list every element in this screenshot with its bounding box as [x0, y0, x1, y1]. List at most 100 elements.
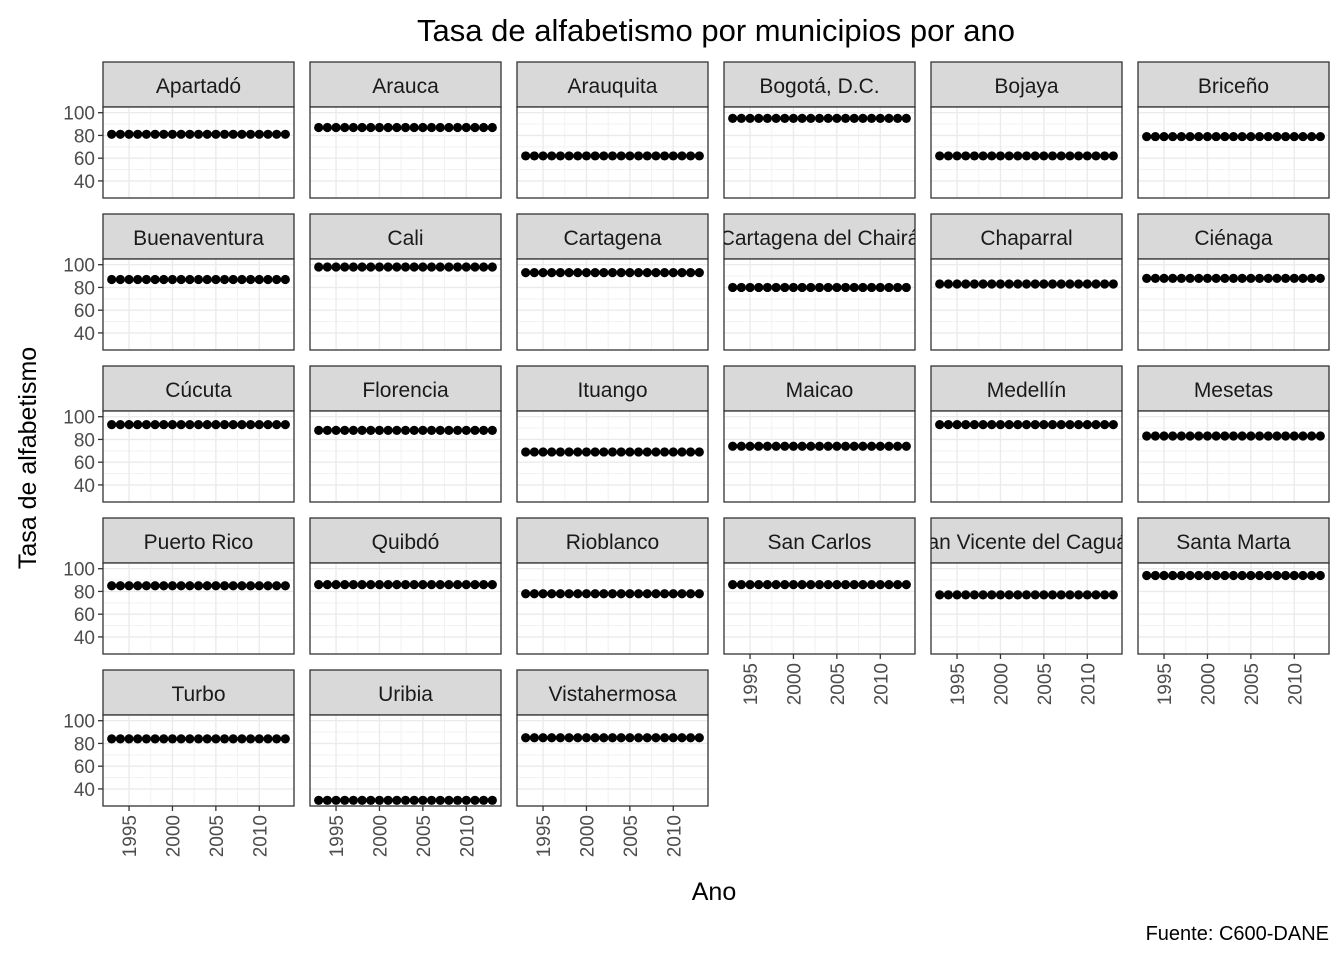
data-point [1263, 431, 1273, 441]
data-point [1194, 431, 1204, 441]
y-tick-label: 40 [74, 780, 95, 801]
data-point [573, 589, 583, 599]
data-point [1289, 131, 1299, 142]
data-point [1272, 273, 1282, 283]
data-point [400, 580, 411, 590]
data-point [1176, 273, 1187, 283]
data-point [1228, 131, 1239, 142]
data-point [961, 151, 971, 161]
data-point [1004, 279, 1014, 289]
data-point [392, 580, 402, 590]
data-point [1237, 570, 1247, 581]
data-point [418, 580, 428, 590]
data-point [995, 420, 1006, 430]
data-point [374, 122, 385, 133]
facet-panel: Medellín [930, 365, 1123, 503]
y-tick-label: 100 [63, 712, 95, 733]
data-point [969, 590, 980, 600]
data-point [590, 733, 600, 743]
data-point [1202, 431, 1213, 441]
data-point [1246, 431, 1256, 441]
data-point [521, 447, 531, 457]
data-point [607, 733, 618, 743]
data-point [1220, 131, 1230, 142]
data-point [581, 589, 592, 599]
data-point [340, 122, 350, 133]
data-point [1185, 431, 1195, 441]
data-point [479, 795, 489, 805]
data-point [1211, 431, 1221, 441]
data-point [426, 580, 437, 590]
facet-strip [1137, 365, 1330, 412]
data-point [115, 274, 125, 285]
facet-strip [102, 61, 295, 108]
facet-panel: Quibdó [309, 517, 502, 655]
data-point [849, 113, 859, 123]
data-point [555, 733, 566, 743]
facet-strip-label: San Vicente del Caguán [913, 531, 1139, 554]
facet-strip-label: Apartadó [156, 75, 241, 98]
data-point [659, 447, 670, 457]
data-point [806, 580, 816, 590]
panel-border [1137, 258, 1330, 351]
facet-panel: Cali [309, 213, 502, 351]
data-point [1056, 151, 1066, 161]
data-point [1013, 420, 1023, 430]
data-point [1228, 273, 1239, 283]
data-point [176, 274, 186, 285]
data-point [1254, 570, 1265, 581]
data-point [529, 447, 539, 457]
data-point [487, 122, 497, 133]
facet-panel: Bogotá, D.C. [723, 61, 916, 199]
data-point [1202, 131, 1213, 142]
x-tick-label: 2005 [1242, 663, 1263, 705]
facet-strip [516, 61, 709, 108]
data-point [651, 589, 661, 599]
data-point [435, 580, 445, 590]
data-point [771, 113, 781, 123]
data-point [348, 425, 359, 435]
data-point [159, 581, 169, 591]
data-point [107, 734, 117, 744]
data-point [219, 581, 230, 591]
data-point [694, 733, 704, 743]
data-point [124, 734, 134, 744]
data-point [357, 580, 367, 590]
x-tick-label: 1995 [120, 815, 141, 857]
data-point [581, 268, 592, 278]
data-point [564, 268, 574, 278]
data-point [124, 129, 134, 139]
data-point [1315, 273, 1325, 283]
data-point [340, 262, 350, 272]
panel-border [516, 106, 709, 199]
data-point [797, 580, 807, 590]
data-point [642, 151, 652, 161]
data-point [219, 734, 230, 744]
data-point [943, 279, 953, 289]
data-point [1159, 431, 1169, 441]
x-tick-label: 2005 [1035, 663, 1056, 705]
data-point [521, 733, 531, 743]
data-point [141, 734, 152, 744]
data-point [1082, 590, 1092, 600]
data-point [884, 113, 894, 123]
facet-strip [930, 517, 1123, 564]
x-tick-label: 2010 [1285, 663, 1306, 705]
data-point [736, 441, 746, 451]
data-point [694, 447, 704, 457]
x-tick-label: 1995 [327, 815, 348, 857]
panel-background [310, 715, 501, 806]
data-point [185, 581, 195, 591]
data-point [357, 262, 367, 272]
data-point [1211, 131, 1221, 142]
data-point [461, 425, 471, 435]
facet-strip-label: Ituango [577, 379, 647, 402]
data-point [167, 274, 178, 285]
data-point [1237, 431, 1247, 441]
facet-strip [309, 669, 502, 716]
data-point [228, 420, 238, 430]
data-point [444, 425, 454, 435]
facet-strip-label: Vistahermosa [548, 683, 676, 706]
data-point [1030, 420, 1040, 430]
